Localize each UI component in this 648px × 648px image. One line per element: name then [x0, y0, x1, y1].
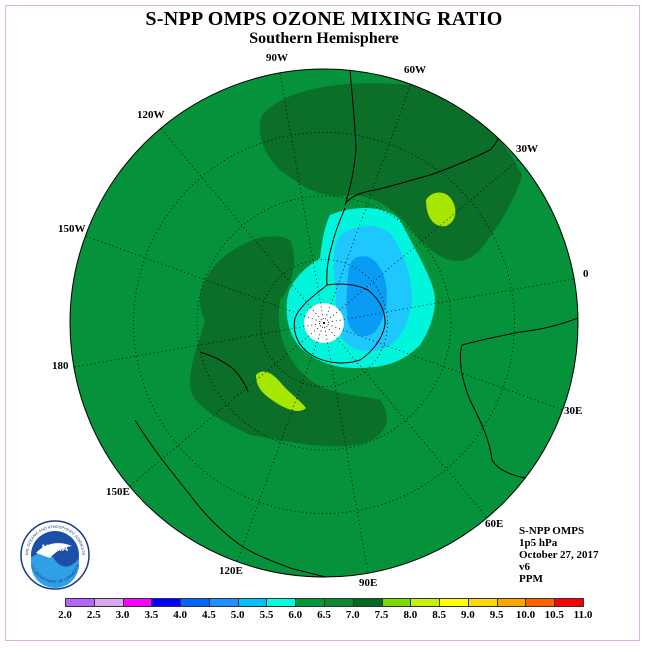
- coastline-new-zealand: [199, 351, 249, 393]
- map-outline: [69, 68, 579, 578]
- colorbar-tick-label: 8.5: [432, 609, 446, 621]
- dark-green-region-pacific: [190, 236, 387, 447]
- lon-label-120w: 120W: [137, 109, 165, 121]
- lon-label-30e: 30E: [564, 405, 583, 417]
- yellow-green-patch-atlantic: [426, 192, 456, 227]
- colorbar-segment: [122, 598, 153, 607]
- colorbar-tick-label: 6.5: [317, 609, 331, 621]
- noaa-logo-icon: NOAA NATIONAL OCEANIC AND ATMOSPHERIC AD…: [20, 520, 90, 590]
- colorbar-segment: [352, 598, 383, 607]
- colorbar-segment: [65, 598, 95, 607]
- map-disc: [70, 69, 578, 577]
- lon-label-0: 0: [583, 268, 589, 280]
- coastlines: [134, 69, 578, 577]
- colorbar-tick-label: 3.0: [115, 609, 130, 621]
- info-units: PPM: [519, 573, 543, 585]
- colorbar-tick-label: 4.5: [202, 609, 216, 621]
- colorbar-tick-label: 8.0: [403, 609, 418, 621]
- colorbar-tick-label: 9.5: [489, 609, 504, 621]
- colorbar-segment: [237, 598, 268, 607]
- colorbar-tick-label: 6.0: [288, 609, 303, 621]
- colorbar-tick-label: 11.0: [573, 609, 593, 621]
- graticule-parallel-1: [196, 195, 452, 451]
- dark-green-region-south-america: [259, 83, 522, 261]
- colorbar-segment: [151, 598, 182, 607]
- graticule-parallel-0: [260, 259, 388, 387]
- lon-label-60w: 60W: [404, 64, 426, 76]
- colorbar-segment: [381, 598, 412, 607]
- colorbar-segment: [554, 598, 584, 607]
- colorbar-segment: [93, 598, 124, 607]
- coastline-africa: [459, 317, 578, 479]
- colorbar-tick-label: 9.0: [461, 609, 475, 621]
- colorbar-segment: [208, 598, 239, 607]
- colorbar-segment: [410, 598, 441, 607]
- lon-label-90e: 90E: [359, 577, 378, 589]
- graticule: [73, 72, 575, 574]
- info-block: S-NPP OMPS 1p5 hPa October 27, 2017 v6 P…: [519, 525, 599, 585]
- info-version: v6: [519, 561, 530, 573]
- colorbar-tick-label: 5.0: [230, 609, 245, 621]
- lon-label-60e: 60E: [485, 518, 504, 530]
- colorbar: [65, 598, 584, 607]
- blue-region-polar: [346, 256, 387, 337]
- colorbar-segment: [295, 598, 325, 607]
- info-date: October 27, 2017: [519, 549, 599, 561]
- colorbar-tick-label: 10.5: [544, 609, 564, 621]
- info-instrument: S-NPP OMPS: [519, 525, 585, 537]
- lon-label-150e: 150E: [106, 486, 130, 498]
- colorbar-segment: [467, 598, 498, 607]
- colorbar-tick-label: 10.0: [515, 609, 536, 621]
- info-pressure: 1p5 hPa: [519, 537, 558, 549]
- colorbar-segment: [496, 598, 527, 607]
- colorbar-tick-label: 2.0: [58, 609, 72, 621]
- colorbar-segment: [439, 598, 469, 607]
- colorbar-segment: [324, 598, 354, 607]
- figure-frame: [5, 5, 640, 641]
- colorbar-tick-label: 7.5: [374, 609, 389, 621]
- coastline-south-america: [344, 69, 506, 206]
- colorbar-segment: [525, 598, 556, 607]
- yellow-green-patch-pacific: [256, 371, 306, 411]
- map-subtitle: Southern Hemisphere: [249, 30, 399, 47]
- logo-text: NOAA: [42, 543, 69, 553]
- colorbar-tick-label: 7.0: [345, 609, 360, 621]
- coastline-antarctica: [293, 283, 386, 364]
- map-title: S-NPP OMPS OZONE MIXING RATIO: [145, 8, 503, 30]
- coastline-antarctic-peninsula: [326, 207, 346, 286]
- graticule-parallel-2: [133, 132, 515, 514]
- colorbar-segment: [180, 598, 210, 607]
- colorbar-tick-label: 3.5: [144, 609, 159, 621]
- colorbar-segment: [266, 598, 297, 607]
- colorbar-tick-label: 2.5: [86, 609, 101, 621]
- colorbar-tick-label: 4.0: [173, 609, 187, 621]
- lon-label-180: 180: [52, 360, 69, 372]
- lon-label-90w: 90W: [266, 52, 288, 64]
- lon-label-150w: 150W: [58, 223, 86, 235]
- colorbar-tick-label: 5.5: [259, 609, 274, 621]
- lon-label-30w: 30W: [516, 143, 538, 155]
- coastline-australia: [134, 419, 331, 577]
- lon-label-120e: 120E: [219, 565, 243, 577]
